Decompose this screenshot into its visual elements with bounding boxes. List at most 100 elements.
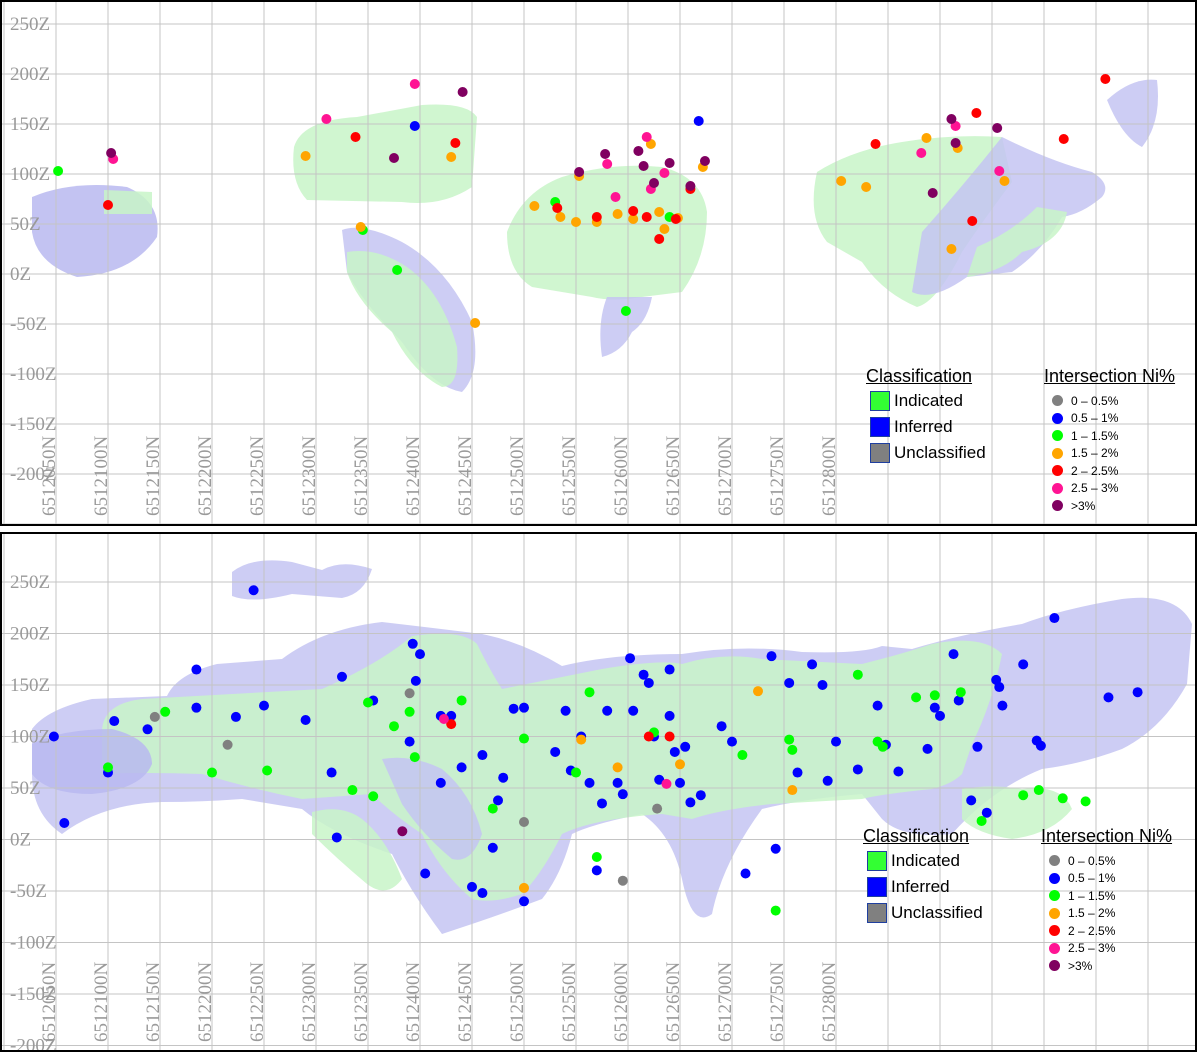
data-point: [1080, 796, 1091, 807]
data-point: [852, 764, 863, 775]
data-point: [766, 651, 777, 662]
grade-dot-icon: [1049, 925, 1060, 937]
data-point: [967, 216, 978, 226]
classification-shape: [382, 757, 482, 860]
data-point: [680, 741, 691, 752]
data-point: [652, 803, 663, 814]
x-tick-label: 6512300N: [299, 436, 320, 517]
data-point: [737, 750, 748, 761]
data-point: [591, 212, 602, 222]
data-point: [602, 705, 613, 716]
classification-label: Unclassified: [894, 442, 986, 462]
data-point: [654, 234, 665, 244]
y-tick-label: -50Z: [10, 314, 47, 335]
data-point: [438, 713, 449, 724]
data-point: [103, 200, 113, 210]
data-point: [1057, 793, 1068, 804]
data-point: [659, 168, 670, 178]
x-tick-label: 6512150N: [143, 436, 164, 517]
classification-legend-item: Indicated: [863, 848, 1013, 873]
data-point: [661, 778, 672, 789]
data-point: [628, 214, 639, 224]
x-tick-label: 6512450N: [455, 436, 476, 517]
classification-label: Inferred: [894, 416, 953, 436]
block-model-shading: [32, 560, 1192, 934]
data-point: [555, 212, 566, 222]
grade-dot-icon: [1049, 960, 1060, 972]
grade-label: 0 – 0.5%: [1068, 853, 1116, 868]
data-point: [675, 777, 685, 788]
grade-dot-icon: [1049, 942, 1060, 954]
grade-label: >3%: [1071, 498, 1096, 513]
data-point: [571, 217, 581, 227]
data-point: [784, 734, 795, 745]
data-point: [787, 785, 798, 796]
data-point: [685, 797, 696, 808]
data-point: [670, 214, 681, 224]
grade-label: 2.5 – 3%: [1071, 481, 1119, 496]
y-tick-label: 0Z: [10, 264, 31, 285]
classification-shape: [1107, 79, 1158, 147]
data-point: [487, 803, 498, 814]
grade-label: 1.5 – 2%: [1071, 446, 1119, 461]
data-point: [456, 762, 467, 773]
data-point: [392, 265, 403, 275]
x-tick-label: 6512250N: [247, 436, 268, 517]
grade-dot-icon: [1052, 430, 1063, 442]
data-point: [872, 700, 883, 711]
x-tick-label: 6512300N: [299, 962, 320, 1043]
data-point: [600, 149, 611, 159]
data-point: [467, 881, 477, 892]
y-tick-label: 250Z: [10, 572, 50, 593]
y-tick-label: 200Z: [10, 64, 50, 85]
ni-legend-item: >3%: [1044, 497, 1195, 515]
x-tick-label: 6512550N: [559, 962, 580, 1043]
data-point: [456, 695, 467, 706]
classification-legend-item: Unclassified: [866, 440, 1016, 465]
x-tick-label: 6512350N: [351, 962, 372, 1043]
data-point: [404, 736, 415, 747]
ni-legend-item: 0.5 – 1%: [1044, 410, 1195, 428]
data-point: [716, 721, 727, 732]
x-tick-label: 6512450N: [455, 962, 476, 1043]
y-tick-label: -150Z: [10, 984, 56, 1005]
data-point: [477, 750, 488, 761]
data-point: [643, 677, 654, 688]
data-point: [617, 875, 628, 886]
ni-legend-item: >3%: [1041, 957, 1195, 975]
grade-dot-icon: [1052, 412, 1063, 424]
data-point: [389, 721, 399, 732]
data-point: [368, 791, 379, 802]
data-point: [519, 733, 529, 744]
ni-legend-item: 0 – 0.5%: [1044, 392, 1195, 410]
data-point: [1132, 687, 1143, 698]
grade-label: 1.5 – 2%: [1068, 906, 1116, 921]
classification-shape: [102, 633, 1002, 901]
data-point: [160, 706, 171, 717]
x-tick-label: 6512400N: [403, 962, 424, 1043]
classification-shape: [347, 251, 458, 387]
data-point: [326, 767, 337, 778]
data-point: [948, 649, 959, 660]
classification-legend: Classification Indicated Inferred Unclas…: [866, 366, 1016, 465]
grade-dot-icon: [1049, 855, 1060, 867]
data-point: [584, 777, 595, 788]
data-point: [103, 762, 113, 773]
data-point: [415, 649, 425, 660]
data-point: [950, 138, 961, 148]
data-point: [519, 816, 529, 827]
data-point: [628, 206, 639, 216]
classification-label: Unclassified: [891, 902, 983, 922]
data-point: [699, 156, 710, 166]
data-point: [659, 224, 670, 234]
ni-legend-item: 2 – 2.5%: [1041, 922, 1195, 940]
drillhole-points: [53, 74, 1111, 328]
data-point: [450, 138, 461, 148]
data-point: [817, 680, 828, 690]
data-point: [994, 166, 1005, 176]
data-point: [971, 108, 982, 118]
data-point: [1049, 613, 1060, 624]
data-point: [350, 132, 361, 142]
y-tick-label: 0Z: [10, 830, 31, 851]
ni-legend-item: 1 – 1.5%: [1041, 887, 1195, 905]
